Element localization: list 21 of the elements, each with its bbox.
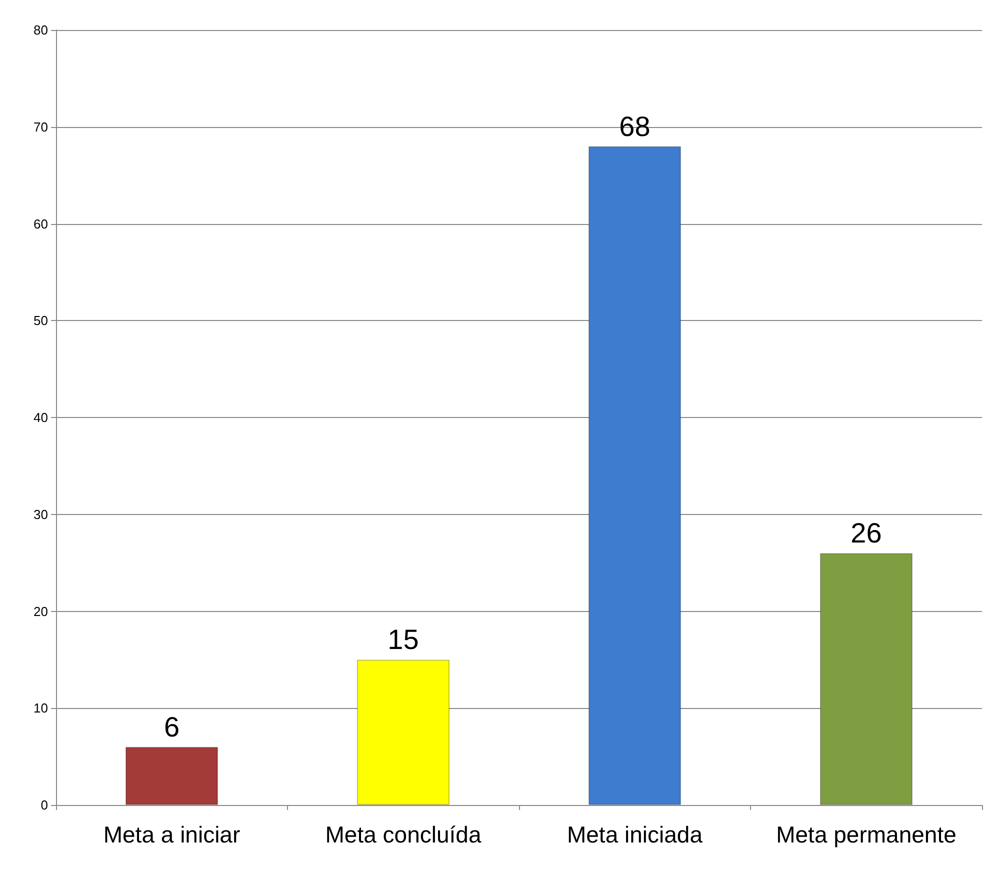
x-tick-label: Meta a iniciar <box>103 822 240 848</box>
bar <box>820 553 913 805</box>
y-tick-label: 40 <box>34 410 48 425</box>
data-label: 6 <box>164 711 180 742</box>
y-tick-label: 20 <box>34 604 48 619</box>
bar <box>588 146 682 805</box>
y-tick-label: 80 <box>34 22 48 38</box>
x-tick-label: Meta iniciada <box>566 822 703 848</box>
x-tick-label: Meta concluída <box>325 822 482 848</box>
y-tick-label: 70 <box>34 119 48 134</box>
y-tick-label: 50 <box>34 313 48 328</box>
bar <box>356 660 450 805</box>
y-tick-label: 30 <box>34 506 48 522</box>
y-tick-label: 0 <box>40 798 48 812</box>
data-label: 15 <box>388 624 419 656</box>
data-label: 68 <box>619 110 650 142</box>
bar <box>125 746 218 805</box>
x-tick-label: Meta permanente <box>776 822 956 848</box>
data-label: 26 <box>850 518 882 549</box>
y-tick-label: 60 <box>34 216 48 232</box>
y-tick-label: 10 <box>34 700 48 716</box>
